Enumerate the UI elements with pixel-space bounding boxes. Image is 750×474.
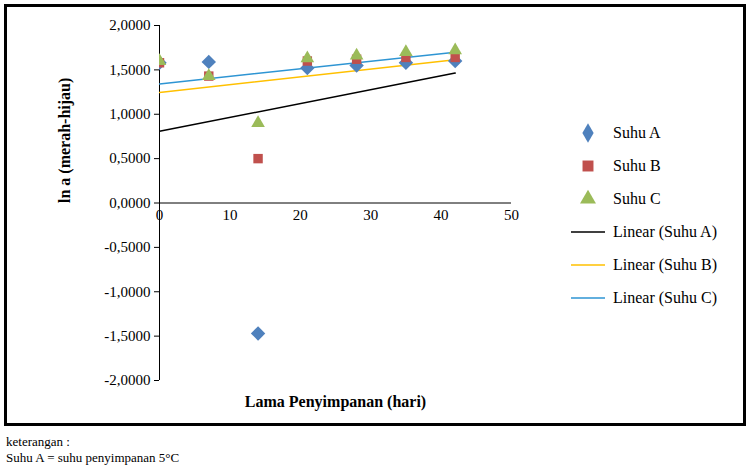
svg-text:30: 30 <box>363 207 378 223</box>
svg-text:0,0000: 0,0000 <box>109 195 150 211</box>
html-text:Suhu C: Suhu C <box>613 189 661 207</box>
svg-text:40: 40 <box>434 207 449 223</box>
html-text:Suhu A = suhu penyimpanan 5°C: Suhu A = suhu penyimpanan 5°C <box>6 450 180 465</box>
html-text:keterangan :: keterangan : <box>6 434 70 449</box>
svg-text:1,5000: 1,5000 <box>109 62 150 78</box>
svg-text:ln a (merah-hijau): ln a (merah-hijau) <box>56 78 74 203</box>
svg-text:-2,0000: -2,0000 <box>104 372 150 388</box>
svg-text:1,0000: 1,0000 <box>109 106 150 122</box>
svg-text:0: 0 <box>156 207 164 223</box>
svg-text:-1,5000: -1,5000 <box>104 328 150 344</box>
svg-text:0,5000: 0,5000 <box>109 150 150 166</box>
svg-text:Lama Penyimpanan (hari): Lama Penyimpanan (hari) <box>245 393 426 411</box>
html-text:Linear (Suhu C): Linear (Suhu C) <box>613 288 717 306</box>
html-text:Linear (Suhu B): Linear (Suhu B) <box>613 255 717 273</box>
html-text:Linear (Suhu A): Linear (Suhu A) <box>613 222 717 240</box>
svg-text:10: 10 <box>222 207 237 223</box>
html-text:Suhu A: Suhu A <box>613 123 661 141</box>
html-text:Suhu B: Suhu B <box>613 156 661 174</box>
svg-text:-0,5000: -0,5000 <box>104 239 150 255</box>
svg-text:-1,0000: -1,0000 <box>104 284 150 300</box>
svg-text:50: 50 <box>504 207 519 223</box>
svg-text:20: 20 <box>293 207 308 223</box>
svg-text:2,0000: 2,0000 <box>109 17 150 33</box>
